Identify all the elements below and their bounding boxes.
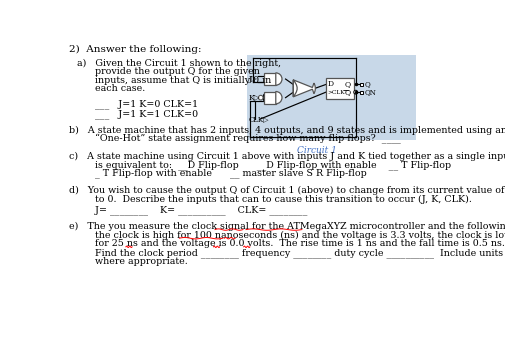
Text: Q: Q — [365, 80, 370, 88]
Text: >CLK: >CLK — [327, 90, 345, 95]
Text: to 0.  Describe the inputs that can to cause this transition to occur (J, K, CLK: to 0. Describe the inputs that can to ca… — [77, 195, 472, 204]
Polygon shape — [293, 80, 315, 97]
Text: c)   A state machine using Circuit 1 above with inputs J and K tied together as : c) A state machine using Circuit 1 above… — [69, 152, 505, 161]
Circle shape — [259, 95, 263, 100]
Wedge shape — [276, 73, 282, 85]
Text: b)   A state machine that has 2 inputs, 4 outputs, and 9 states and is implement: b) A state machine that has 2 inputs, 4 … — [69, 126, 505, 135]
Text: QN: QN — [365, 88, 376, 96]
Bar — [247, 55, 416, 140]
Text: Q: Q — [344, 88, 350, 96]
Text: J= ________    K= __________    CLK= ________: J= ________ K= __________ CLK= ________ — [77, 205, 308, 215]
Wedge shape — [276, 92, 282, 104]
Bar — [264, 73, 276, 85]
Text: CLK▷: CLK▷ — [248, 115, 269, 123]
Text: d)   You wish to cause the output Q of Circuit 1 (above) to change from its curr: d) You wish to cause the output Q of Cir… — [69, 186, 505, 195]
Bar — [326, 78, 354, 99]
Text: ___   J=1 K=0 CLK=1: ___ J=1 K=0 CLK=1 — [77, 100, 198, 109]
Bar — [264, 92, 276, 104]
Circle shape — [354, 90, 358, 94]
Text: a)   Given the Circuit 1 shown to the right,: a) Given the Circuit 1 shown to the righ… — [77, 58, 281, 67]
Text: inputs, assume that Q is initially 0 in: inputs, assume that Q is initially 0 in — [77, 76, 271, 85]
Text: Find the clock period ________ frequency ________ duty cycle __________  Include: Find the clock period ________ frequency… — [77, 248, 503, 258]
Text: J▷: J▷ — [248, 75, 258, 83]
Text: _ T Flip-flop with enable      __ master slave S R Flip-flop: _ T Flip-flop with enable __ master slav… — [77, 169, 367, 178]
Text: 2)  Answer the following:: 2) Answer the following: — [69, 45, 202, 55]
Text: each case.: each case. — [77, 84, 145, 93]
Text: Circuit 1: Circuit 1 — [297, 146, 337, 155]
Text: Q: Q — [344, 80, 350, 88]
Text: e)   The you measure the clock signal for the ATMegaXYZ microcontroller and the : e) The you measure the clock signal for … — [69, 222, 505, 232]
Bar — [360, 83, 363, 86]
Text: where appropriate.: where appropriate. — [77, 257, 188, 266]
Text: D: D — [327, 80, 333, 88]
Text: the clock is high for 100 nanoseconds (ns) and the voltage is 3.3 volts, the clo: the clock is high for 100 nanoseconds (n… — [77, 231, 505, 240]
Text: “One-Hot” state assignment requires how many flip flops?  ____: “One-Hot” state assignment requires how … — [77, 134, 401, 144]
Text: provide the output Q for the given: provide the output Q for the given — [77, 67, 260, 76]
Text: K▷: K▷ — [248, 94, 260, 102]
Text: for 25 ns and the voltage is 0.0 volts.  The rise time is 1 ns and the fall time: for 25 ns and the voltage is 0.0 volts. … — [77, 239, 505, 248]
Bar — [360, 91, 363, 94]
Text: ___   J=1 K=1 CLK=0: ___ J=1 K=1 CLK=0 — [77, 109, 198, 119]
Text: is equivalent to:  __D Flip-flop      __D Flip-flop with enable    __ T Flip-flo: is equivalent to: __D Flip-flop __D Flip… — [77, 160, 451, 170]
